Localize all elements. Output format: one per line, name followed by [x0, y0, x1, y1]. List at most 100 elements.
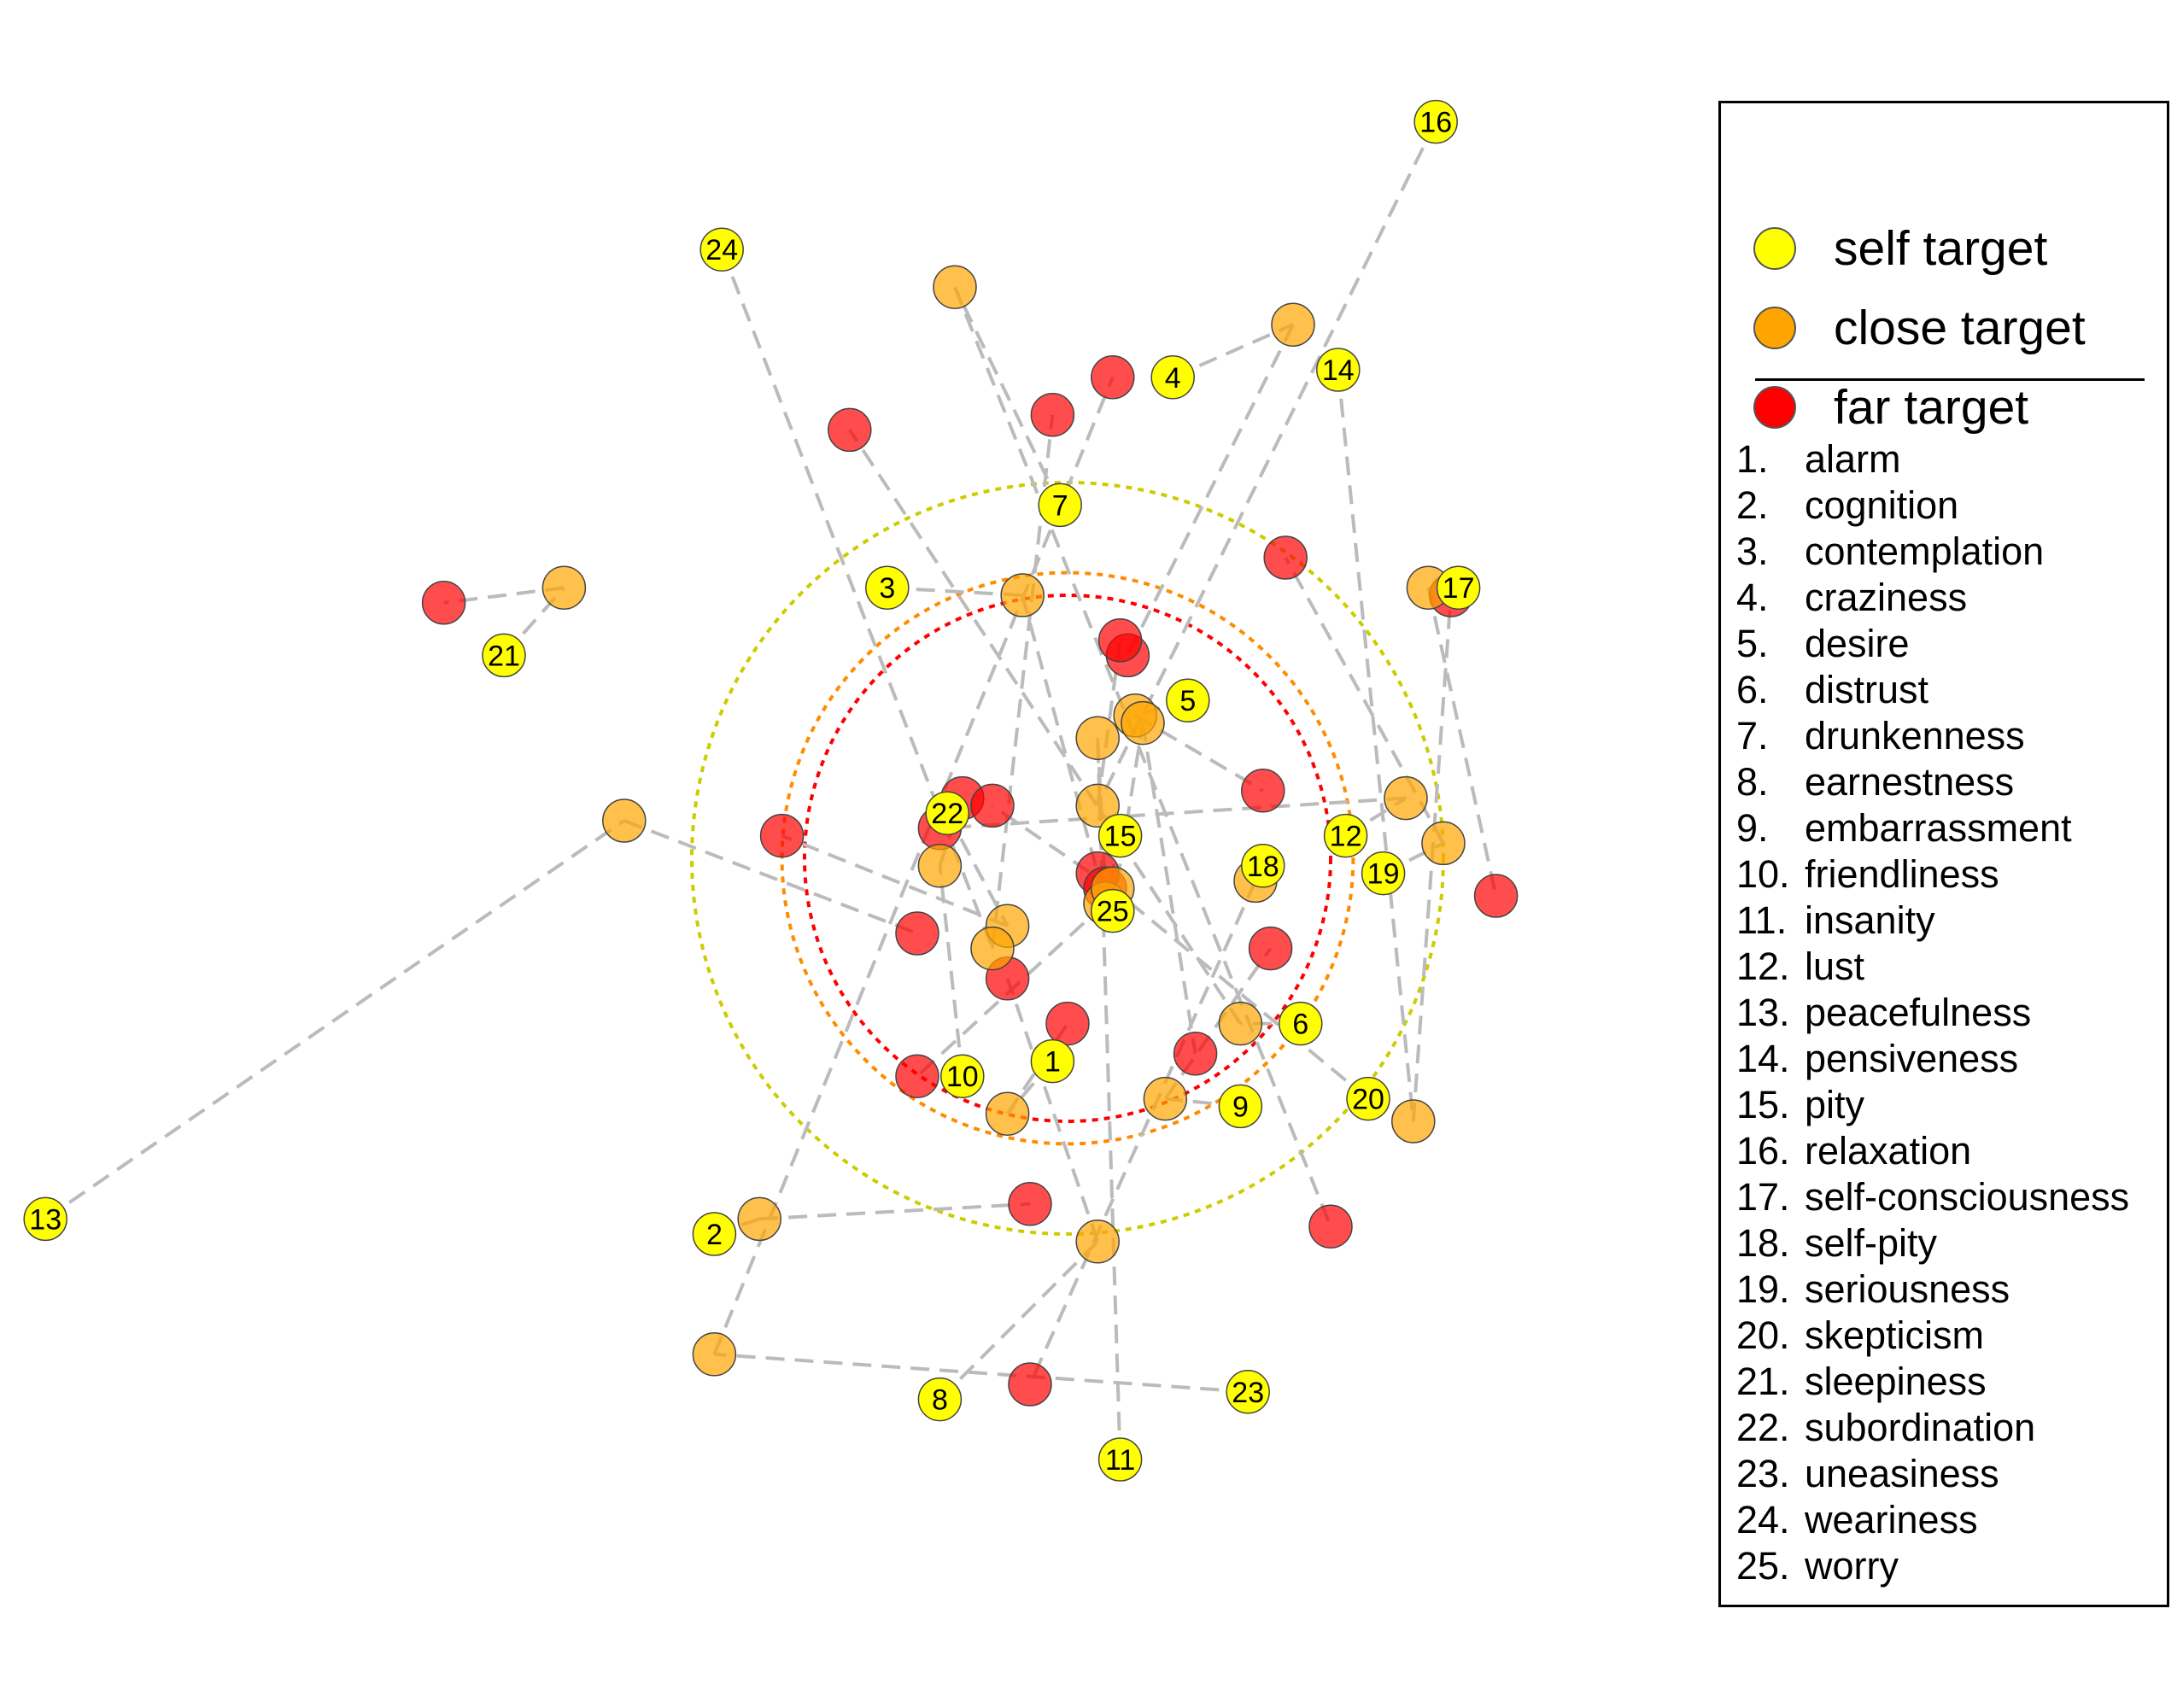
point-label-21: 21 — [488, 640, 520, 672]
connector-line-20 — [1111, 886, 1370, 1101]
legend-item-18: 18. self-pity — [1736, 1220, 2129, 1266]
self-target-point-7 — [1038, 483, 1082, 528]
point-label-23: 23 — [1232, 1377, 1264, 1409]
far-target-ring — [803, 594, 1332, 1123]
point-label-2: 2 — [706, 1219, 723, 1251]
close-target-point-25 — [1121, 700, 1165, 746]
point-label-5: 5 — [1179, 685, 1196, 717]
connector-line-3 — [1021, 594, 1100, 874]
connector-line-3 — [887, 586, 1023, 597]
close-target-point-8 — [1075, 1220, 1120, 1264]
far-target-point-6 — [828, 407, 872, 453]
connector-line-16 — [1096, 120, 1437, 807]
far-target-marker — [1753, 386, 1796, 429]
legend-item-label: self-consciousness — [1805, 1175, 2130, 1219]
legend-item-25: 25. worry — [1736, 1543, 2129, 1589]
legend-item-15: 15. pity — [1736, 1082, 2129, 1128]
legend-item-number: 21. — [1736, 1360, 1790, 1403]
legend-label: self target — [1834, 221, 2048, 276]
point-label-11: 11 — [1105, 1444, 1135, 1477]
legend-item-number: 12. — [1736, 945, 1790, 988]
point-label-7: 7 — [1052, 489, 1068, 522]
far-target-point-20 — [970, 783, 1015, 828]
self-target-point-15 — [1097, 813, 1143, 858]
close-target-point-9 — [1143, 1076, 1188, 1121]
connector-line-20 — [991, 804, 1114, 890]
close-target-point-7 — [933, 265, 977, 309]
connector-line-12 — [939, 796, 1407, 830]
connector-line-5 — [1134, 714, 1264, 793]
close-target-point-1 — [985, 1091, 1030, 1136]
point-label-6: 6 — [1292, 1009, 1308, 1041]
self-target-point-8 — [917, 1377, 963, 1422]
legend-item-label: cognition — [1805, 483, 1959, 527]
self-target-point-24 — [699, 227, 744, 272]
connector-line-13 — [623, 819, 918, 935]
legend-item-number: 14. — [1736, 1037, 1790, 1080]
close-target-point-14 — [1391, 1099, 1436, 1144]
legend-item-4: 4. craziness — [1736, 575, 2129, 621]
legend-item-number: 20. — [1736, 1313, 1790, 1357]
point-label-4: 4 — [1165, 362, 1181, 395]
legend-item-label: worry — [1805, 1544, 1899, 1588]
self-target-point-6 — [1279, 1001, 1323, 1046]
legend-item-7: 7. drunkenness — [1736, 713, 2129, 759]
legend-item-label: earnestness — [1805, 760, 2015, 804]
legend-item-9: 9. embarrassment — [1736, 805, 2129, 851]
point-label-10: 10 — [946, 1061, 979, 1093]
point-label-18: 18 — [1247, 851, 1279, 883]
legend-item-label: weariness — [1805, 1498, 1978, 1541]
self-target-point-18 — [1241, 844, 1285, 888]
point-label-22: 22 — [931, 798, 963, 830]
far-target-point-9 — [1248, 926, 1293, 971]
point-label-12: 12 — [1330, 821, 1362, 853]
legend-item-number: 5. — [1736, 622, 1769, 665]
connector-line-17 — [1426, 587, 1498, 897]
connector-line-7 — [953, 286, 1062, 506]
emotion-list: 1. alarm 2. cognition 3. contemplation 4. crazi… — [1736, 436, 2129, 1589]
legend-divider — [1755, 378, 2145, 381]
legend-item-label: relaxation — [1805, 1129, 1972, 1173]
far-target-point-17 — [1473, 874, 1519, 918]
self-target-point-2 — [692, 1212, 737, 1256]
close-target-marker — [1753, 307, 1796, 349]
point-label-20: 20 — [1352, 1084, 1384, 1116]
close-target-ring — [780, 570, 1355, 1146]
self-target-point-11 — [1097, 1437, 1143, 1482]
connector-line-8 — [1005, 978, 1100, 1243]
self-target-point-21 — [482, 633, 526, 678]
legend-item-number: 1. — [1736, 437, 1769, 481]
legend-item-22: 22. subordination — [1736, 1405, 2129, 1451]
close-target-point-11 — [1075, 716, 1120, 760]
legend-item-number: 6. — [1736, 668, 1769, 711]
self-target-point-4 — [1150, 355, 1195, 400]
legend-item-label: distrust — [1805, 668, 1929, 711]
point-label-24: 24 — [705, 234, 738, 266]
legend-item-label: lust — [1805, 945, 1865, 988]
connector-line-14 — [1336, 369, 1415, 1122]
point-label-16: 16 — [1419, 107, 1452, 139]
legend-item-label: subordination — [1805, 1406, 2036, 1449]
far-target-point-22 — [759, 813, 805, 858]
far-target-point-25 — [1173, 1032, 1218, 1076]
legend-item-8: 8. earnestness — [1736, 759, 2129, 805]
far-target-point-18 — [1008, 1362, 1052, 1407]
target-rings — [690, 481, 1445, 1236]
close-target-point-3 — [1000, 573, 1045, 617]
self-target-point-1 — [1030, 1038, 1075, 1084]
self-target-point-14 — [1316, 348, 1361, 392]
legend-item-13: 13. peacefulness — [1736, 990, 2129, 1036]
legend-item-3: 3. contemplation — [1736, 529, 2129, 575]
self-target-point-17 — [1436, 565, 1481, 610]
legend-close-target: close target — [1753, 298, 2086, 358]
legend-item-label: self-pity — [1805, 1221, 1938, 1265]
connector-line-7 — [953, 286, 1332, 1227]
far-target-point-15 — [895, 1054, 939, 1098]
far-target-point-21 — [421, 581, 466, 625]
point-label-17: 17 — [1443, 572, 1475, 605]
legend-item-label: drunkenness — [1805, 714, 2025, 757]
legend-item-number: 4. — [1736, 576, 1769, 619]
self-target-point-25 — [1091, 888, 1135, 933]
legend-item-number: 10. — [1736, 852, 1790, 896]
